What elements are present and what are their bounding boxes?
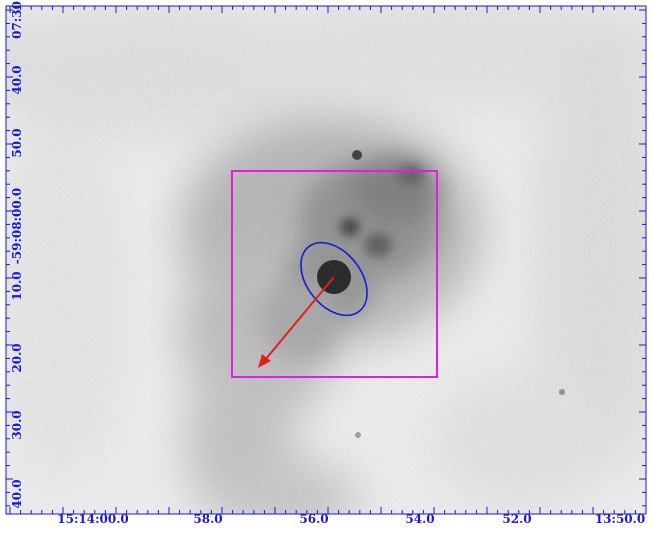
axis-ticks: [6, 6, 646, 514]
dec-tick-label: 07:30: [10, 1, 24, 39]
image-frame: [5, 5, 647, 515]
dec-tick-label: 30.0: [10, 410, 24, 440]
ra-tick-label: 15:14:00.0: [57, 512, 129, 526]
ellipse-region[interactable]: [287, 230, 380, 328]
dec-tick-label: 50.0: [10, 128, 24, 158]
dec-tick-label: -59:08:00.0: [10, 187, 24, 265]
ra-tick-label: 56.0: [299, 512, 329, 526]
ra-tick-label: 58.0: [193, 512, 223, 526]
proper-motion-arrow[interactable]: [258, 276, 335, 368]
dec-tick-label: 10.0: [10, 271, 24, 301]
dec-tick-label: 20.0: [10, 343, 24, 373]
ra-tick-label: 13:50.0: [594, 512, 646, 526]
dec-tick-label: 40.0: [10, 65, 24, 95]
ra-tick-label: 52.0: [502, 512, 532, 526]
analysis-box-region[interactable]: [231, 170, 438, 378]
dec-tick-label: 40.0: [10, 479, 24, 509]
ra-tick-label: 54.0: [405, 512, 435, 526]
